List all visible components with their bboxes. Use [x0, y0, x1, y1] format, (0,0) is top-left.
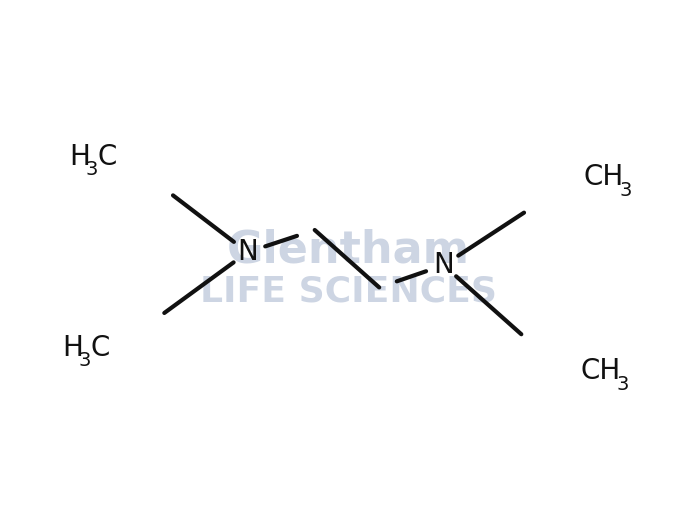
Text: Glentham: Glentham [226, 228, 470, 271]
Text: H: H [63, 334, 84, 362]
Text: C: C [97, 142, 117, 171]
Text: N: N [237, 238, 258, 266]
Text: 3: 3 [78, 352, 90, 370]
Text: N: N [434, 251, 454, 279]
Text: 3: 3 [616, 374, 628, 394]
Text: LIFE SCIENCES: LIFE SCIENCES [200, 274, 496, 308]
Text: CH: CH [584, 163, 624, 191]
Text: 3: 3 [85, 160, 97, 179]
Text: H: H [70, 142, 90, 171]
Text: C: C [90, 334, 110, 362]
Text: CH: CH [580, 357, 620, 385]
Text: 3: 3 [619, 180, 632, 200]
